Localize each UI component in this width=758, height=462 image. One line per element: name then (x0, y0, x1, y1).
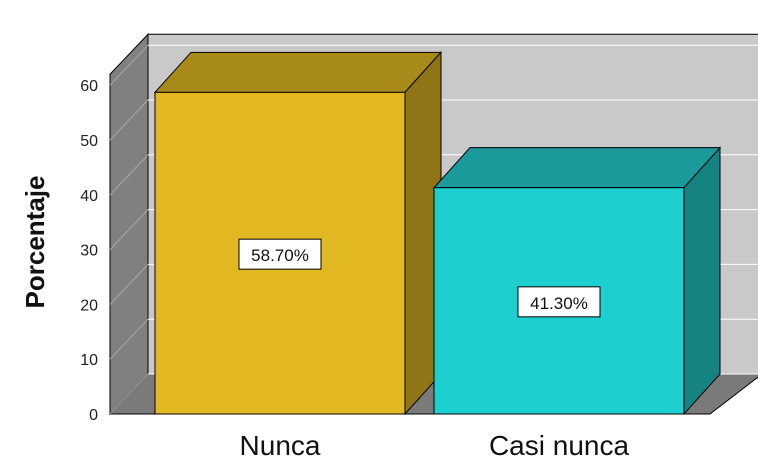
x-category-label: Casi nunca (489, 430, 630, 461)
side-gridline (109, 373, 149, 415)
y-axis-title: Porcentaje (20, 176, 50, 309)
y-tick-label: 40 (80, 188, 98, 205)
y-tick-label: 10 (80, 352, 98, 369)
data-label-box (517, 286, 601, 318)
side-gridline (109, 154, 149, 196)
x-axis-categories: Nunca Casi nunca (240, 430, 630, 461)
y-tick-label: 0 (89, 407, 98, 424)
side-gridline (109, 209, 149, 250)
side-wall (109, 32, 149, 416)
bar-side (683, 146, 721, 416)
bar-nunca (153, 51, 443, 416)
y-tick-label: 20 (80, 297, 98, 314)
side-gridline (109, 264, 149, 305)
data-label: 41.30% (517, 286, 601, 318)
data-label-text: 41.30% (530, 294, 588, 313)
bar-top (153, 51, 443, 93)
side-gridline (109, 44, 149, 86)
bar-casi-nunca (432, 146, 722, 416)
y-tick-label: 30 (80, 243, 98, 260)
side-gridline (109, 99, 149, 141)
data-labels: 58.70% 41.30% (238, 238, 601, 318)
x-category-label: Nunca (240, 430, 321, 461)
data-label-text: 58.70% (251, 246, 309, 265)
y-tick-label: 60 (80, 78, 98, 95)
bar-top (432, 147, 722, 189)
side-gridline (109, 318, 149, 360)
y-tick-label: 50 (80, 133, 98, 150)
y-axis-ticks: 0 10 20 30 40 50 60 (80, 78, 98, 424)
data-label: 58.70% (238, 238, 322, 270)
data-label-box (238, 238, 322, 270)
